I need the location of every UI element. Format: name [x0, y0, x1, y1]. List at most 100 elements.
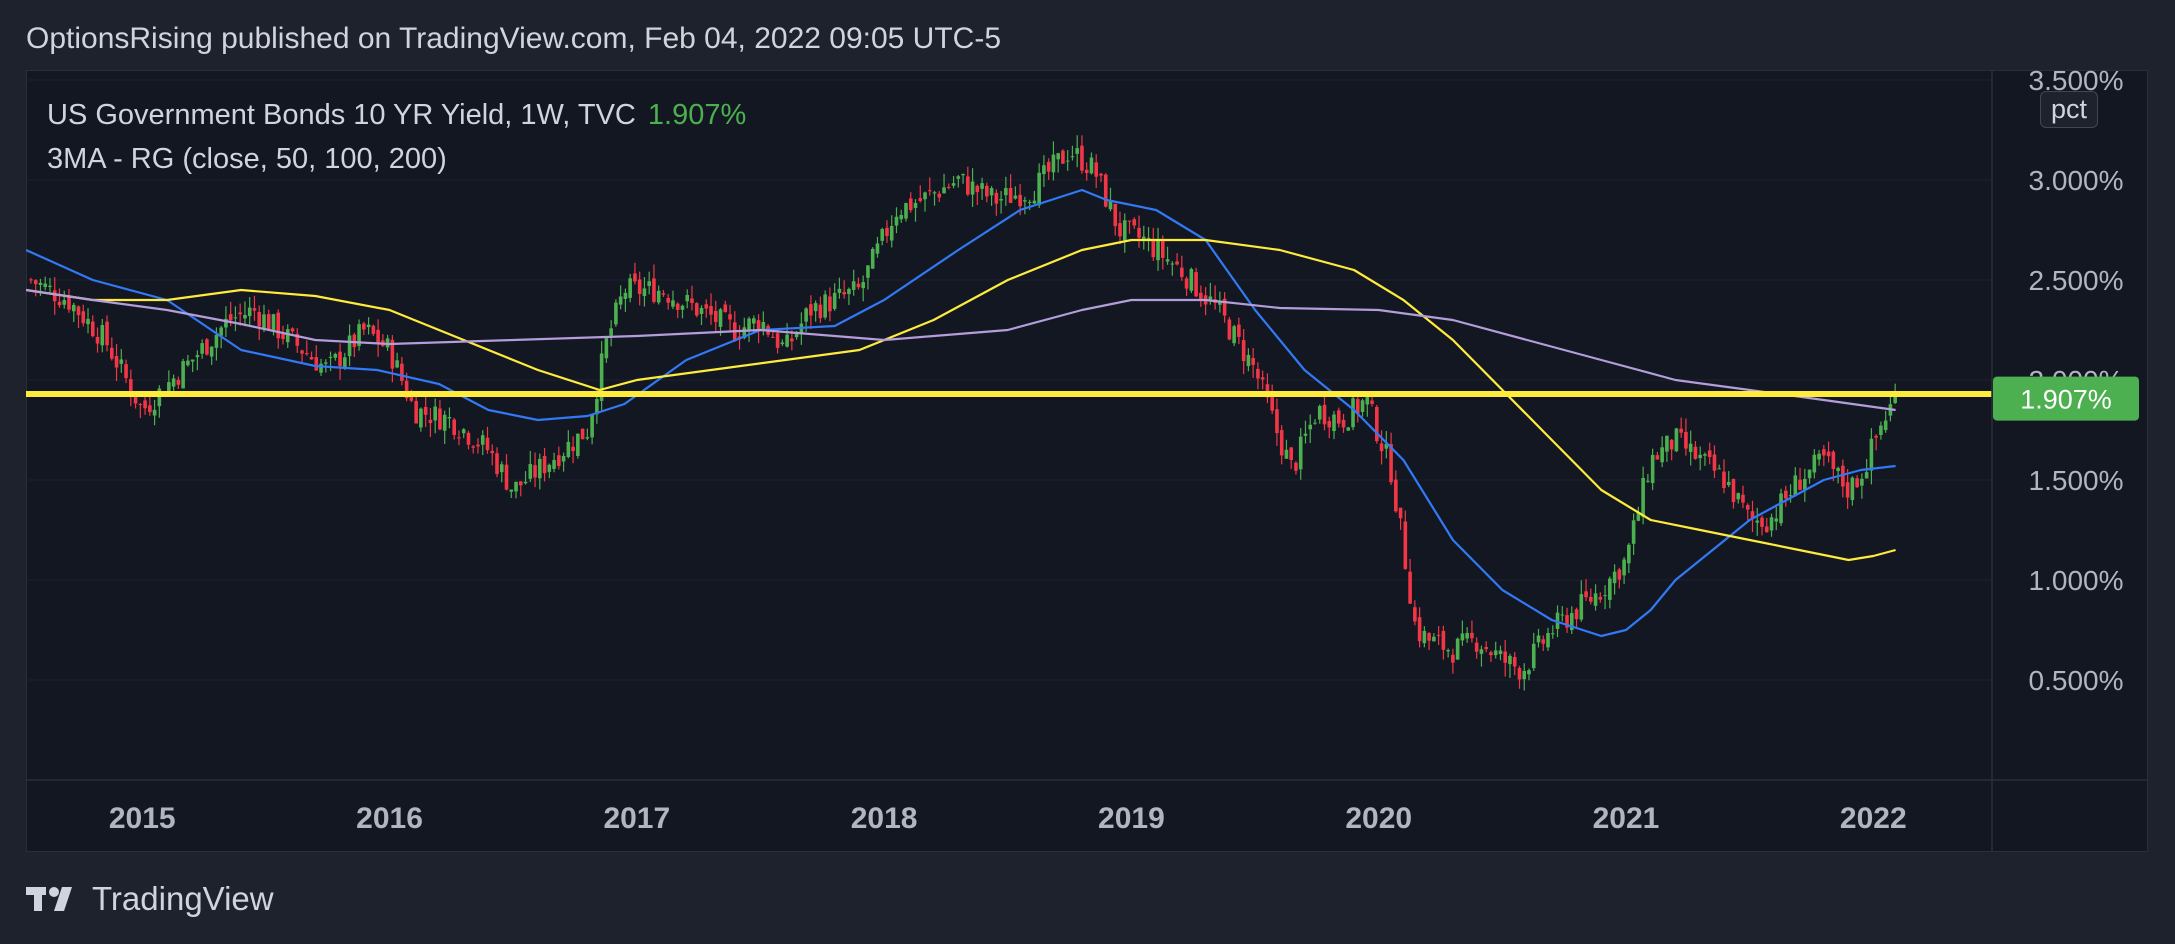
candle-body — [1860, 478, 1864, 486]
price-label-text: 1.907% — [2020, 385, 2112, 415]
candle-body — [1061, 150, 1065, 164]
candle-body — [281, 334, 285, 339]
candle-body — [1774, 518, 1779, 522]
candle-body — [1693, 446, 1698, 459]
candle-body — [790, 338, 794, 342]
candle-body — [480, 435, 485, 445]
candle-body — [1560, 614, 1565, 616]
candle-body — [1726, 481, 1731, 486]
candle-body — [1783, 490, 1788, 499]
price-label-background — [1993, 376, 2139, 421]
chart-legend: US Government Bonds 10 YR Yield, 1W, TVC… — [47, 93, 746, 181]
candle-body — [1042, 165, 1046, 175]
candle-body — [1603, 595, 1607, 597]
candle-body — [148, 405, 152, 413]
candle-body — [428, 419, 433, 424]
candle-body — [694, 303, 699, 316]
candle-body — [319, 363, 323, 373]
candle-body — [547, 464, 552, 472]
candle-body — [1394, 479, 1398, 512]
candle-body — [1351, 398, 1355, 428]
candle-body — [561, 455, 566, 462]
candle-body — [1826, 451, 1831, 457]
candle-body — [542, 455, 547, 474]
candle-body — [1598, 596, 1603, 600]
candle-body — [504, 464, 509, 490]
candle-body — [956, 176, 961, 179]
candle-body — [661, 293, 666, 295]
candle-body — [1460, 633, 1465, 641]
candle-body — [1084, 169, 1089, 174]
candle-body — [186, 360, 190, 366]
candle-body — [114, 356, 119, 368]
candle-body — [1646, 480, 1650, 482]
y-tick-label: 1.500% — [2029, 465, 2124, 496]
price-chart[interactable]: 3.500%3.000%2.500%2.000%1.500%1.000%0.50… — [26, 70, 2148, 852]
candle-body — [1089, 157, 1094, 174]
candle-body — [1707, 450, 1712, 458]
candle-body — [1855, 478, 1859, 488]
candle-body — [1056, 153, 1060, 160]
candle-body — [923, 192, 927, 200]
candle-body — [157, 388, 162, 407]
candle-body — [181, 361, 185, 389]
candle-body — [809, 304, 813, 316]
candle-body — [1498, 650, 1503, 655]
candle-body — [1189, 269, 1194, 291]
candle-body — [1722, 471, 1726, 488]
candle-body — [889, 225, 894, 241]
candle-body — [1517, 668, 1522, 680]
candle-body — [43, 283, 48, 288]
time-axis: 2015 2016 2017 2018 2019 2020 2021 2022 — [109, 802, 1907, 835]
candle-body — [752, 318, 756, 324]
candle-body — [1156, 240, 1160, 261]
candle-body — [442, 414, 447, 431]
candle-body — [1013, 195, 1018, 199]
candle-body — [937, 193, 942, 198]
candle-body — [628, 278, 632, 298]
candle-body — [1636, 512, 1641, 521]
candle-body — [647, 281, 651, 286]
footer-brand[interactable]: TradingView — [26, 880, 274, 918]
chart-panel[interactable] — [26, 70, 2148, 852]
candle-body — [1455, 638, 1460, 660]
candle-body — [1341, 419, 1346, 428]
candle-body — [775, 333, 780, 348]
candle-body — [1631, 520, 1636, 544]
x-tick-label: 2018 — [851, 802, 918, 835]
candle-body — [1294, 462, 1298, 471]
candle-body — [633, 273, 637, 282]
legend-symbol-row: US Government Bonds 10 YR Yield, 1W, TVC… — [47, 93, 746, 137]
candle-body — [285, 329, 290, 343]
candle-body — [1094, 162, 1099, 177]
candle-body — [1474, 642, 1479, 652]
candle-body — [1180, 267, 1184, 277]
legend-symbol: US Government Bonds 10 YR Yield, 1W, TVC — [47, 99, 636, 131]
candle-body — [951, 183, 956, 186]
candle-body — [1432, 636, 1436, 642]
candle-body — [1256, 368, 1260, 379]
candle-body — [414, 400, 418, 424]
candle-body — [1441, 630, 1446, 650]
candle-body — [1389, 444, 1393, 483]
candle-body — [1446, 650, 1450, 652]
candle-body — [1627, 544, 1631, 564]
candle-body — [423, 406, 428, 415]
candle-body — [290, 328, 295, 332]
candle-body — [209, 346, 214, 357]
candle-body — [1893, 395, 1897, 403]
legend-indicator[interactable]: 3MA - RG (close, 50, 100, 200) — [47, 143, 447, 175]
candle-body — [1864, 472, 1869, 479]
candle-body — [71, 304, 76, 312]
candle-body — [1803, 478, 1807, 490]
candle-body — [1712, 454, 1717, 471]
moving-averages-layer — [26, 188, 1896, 638]
candle-body — [566, 441, 571, 458]
candle-body — [642, 288, 647, 297]
candle-body — [95, 337, 100, 344]
candle-body — [1413, 607, 1417, 622]
candle-body — [362, 323, 366, 330]
candle-body — [366, 324, 371, 328]
candle-body — [1317, 406, 1322, 420]
percent-scale-button[interactable]: pct — [2040, 91, 2099, 128]
